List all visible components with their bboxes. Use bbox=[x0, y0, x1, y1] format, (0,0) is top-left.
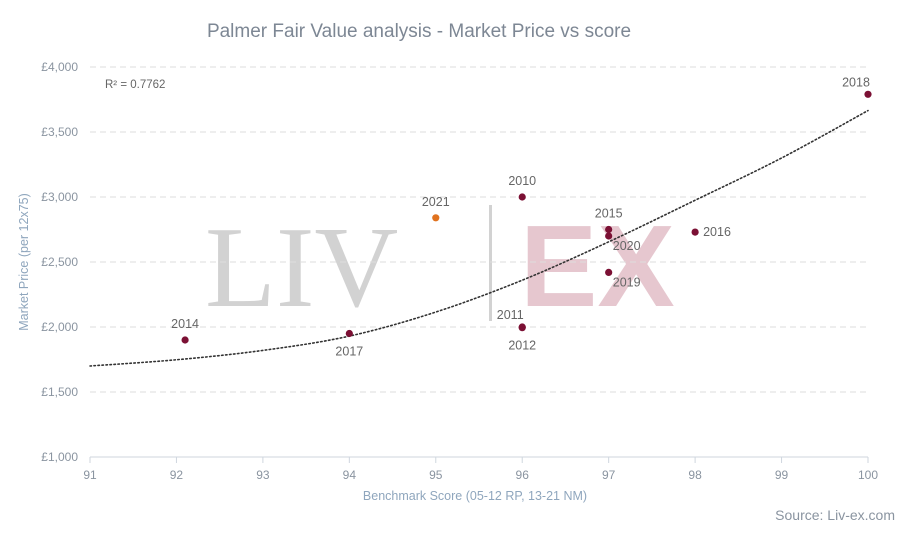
point-label-2020: 2020 bbox=[613, 239, 641, 253]
x-tick-label: 96 bbox=[516, 468, 530, 482]
x-tick-label: 95 bbox=[429, 468, 443, 482]
x-tick-label: 99 bbox=[775, 468, 789, 482]
chart-title: Palmer Fair Value analysis - Market Pric… bbox=[207, 21, 631, 42]
point-2021[interactable] bbox=[432, 214, 440, 222]
point-2014[interactable] bbox=[181, 336, 189, 344]
axes: £1,000 £1,500 £2,000 £2,500 £3,000 £3,500 £4,0… bbox=[41, 60, 878, 482]
trendline bbox=[89, 109, 869, 367]
y-tick-label: £1,000 bbox=[41, 450, 78, 464]
point-label-2010: 2010 bbox=[508, 174, 536, 188]
y-tick-label: £3,500 bbox=[41, 125, 78, 139]
y-axis-title: Market Price (per 12x75) bbox=[17, 193, 31, 331]
y-tick-label: £2,000 bbox=[41, 320, 78, 334]
x-axis-title: Benchmark Score (05-12 RP, 13-21 NM) bbox=[363, 489, 587, 503]
watermark-liv: LIV bbox=[205, 204, 398, 332]
point-2018[interactable] bbox=[864, 90, 872, 98]
point-2012[interactable] bbox=[518, 324, 526, 332]
data-points bbox=[181, 90, 872, 344]
point-label-2017: 2017 bbox=[335, 345, 363, 359]
x-tick-label: 98 bbox=[688, 468, 702, 482]
x-tick-label: 100 bbox=[858, 468, 878, 482]
point-2010[interactable] bbox=[518, 193, 526, 201]
y-tick-label: £2,500 bbox=[41, 255, 78, 269]
point-2017[interactable] bbox=[345, 329, 353, 338]
point-label-2011: 2011 bbox=[497, 308, 524, 322]
y-tick-label: £4,000 bbox=[41, 60, 78, 74]
watermark-ex: EX bbox=[520, 201, 675, 331]
point-2020[interactable] bbox=[605, 232, 613, 240]
x-tick-label: 91 bbox=[83, 468, 97, 482]
point-label-2021: 2021 bbox=[422, 195, 450, 209]
point-label-2016: 2016 bbox=[703, 225, 731, 239]
point-label-2015: 2015 bbox=[595, 207, 623, 221]
point-labels: 2014 2017 2021 2010 2011 2012 2015 2020 2019 2016… bbox=[171, 75, 870, 358]
point-label-2019: 2019 bbox=[613, 275, 641, 289]
point-2016[interactable] bbox=[691, 228, 699, 236]
x-tick-label: 94 bbox=[343, 468, 357, 482]
watermark-logo: LIV EX bbox=[205, 201, 675, 332]
point-label-2014: 2014 bbox=[171, 317, 199, 331]
point-2019[interactable] bbox=[605, 268, 613, 276]
source-note: Source: Liv-ex.com bbox=[775, 507, 895, 523]
x-tick-label: 97 bbox=[602, 468, 616, 482]
y-tick-label: £3,000 bbox=[41, 190, 78, 204]
point-2015[interactable] bbox=[605, 225, 613, 234]
x-tick-label: 92 bbox=[170, 468, 184, 482]
y-tick-label: £1,500 bbox=[41, 385, 78, 399]
point-label-2018: 2018 bbox=[842, 75, 870, 89]
r-squared-annotation: R² = 0.7762 bbox=[105, 79, 165, 91]
point-label-2012: 2012 bbox=[508, 339, 536, 353]
x-tick-label: 93 bbox=[256, 468, 270, 482]
watermark-divider bbox=[489, 205, 492, 321]
trendline-curve bbox=[89, 109, 869, 367]
